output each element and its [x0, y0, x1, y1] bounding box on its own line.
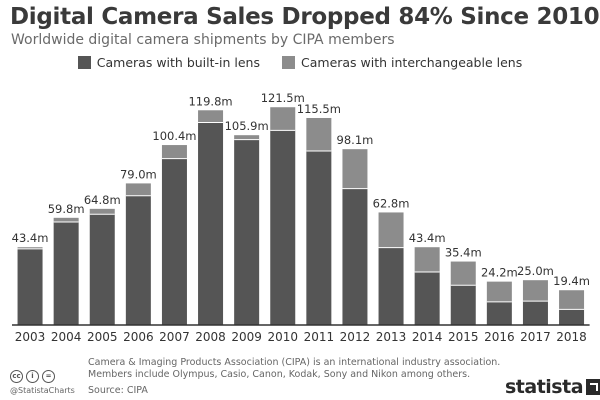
chart-subtitle: Worldwide digital camera shipments by CI…	[11, 32, 395, 48]
legend-item-interchangeable: Cameras with interchangeable lens	[282, 55, 522, 70]
bar-builtin-2008	[198, 122, 224, 325]
x-tick-label-2015: 2015	[448, 330, 479, 344]
legend-swatch-interchangeable	[282, 56, 295, 69]
bar-interchangeable-2015	[450, 261, 476, 286]
x-tick-label-2007: 2007	[159, 330, 190, 344]
bar-builtin-2003	[17, 248, 43, 325]
bar-builtin-2016	[486, 301, 512, 325]
data-label-2004: 59.8m	[48, 202, 85, 216]
bar-interchangeable-2011	[306, 117, 332, 151]
no-derivatives-icon: =	[42, 370, 55, 383]
bar-interchangeable-2006	[125, 183, 151, 196]
data-label-2009: 105.9m	[225, 119, 269, 133]
legend-label-interchangeable: Cameras with interchangeable lens	[301, 55, 523, 70]
data-label-2015: 35.4m	[445, 246, 482, 260]
x-tick-label-2011: 2011	[304, 330, 335, 344]
license-icons: cc i =	[10, 370, 55, 383]
bar-interchangeable-2004	[53, 217, 79, 222]
bar-interchangeable-2005	[89, 208, 115, 215]
bar-builtin-2004	[53, 221, 79, 325]
x-tick-label-2005: 2005	[87, 330, 118, 344]
legend-item-builtin: Cameras with built-in lens	[77, 55, 260, 70]
data-label-2010: 121.5m	[261, 91, 305, 105]
bar-interchangeable-2003	[17, 247, 43, 249]
data-label-2005: 64.8m	[84, 193, 121, 207]
data-label-2003: 43.4m	[12, 231, 49, 245]
data-label-2006: 79.0m	[120, 167, 157, 181]
x-tick-label-2018: 2018	[556, 330, 587, 344]
bar-builtin-2010	[270, 130, 296, 325]
bar-builtin-2005	[89, 214, 115, 325]
bar-builtin-2014	[414, 271, 440, 325]
bar-builtin-2006	[125, 195, 151, 325]
bar-builtin-2013	[378, 247, 404, 325]
brand-logo[interactable]: statista	[505, 376, 600, 398]
social-handle: @StatistaCharts	[10, 386, 75, 395]
bar-interchangeable-2018	[559, 290, 585, 310]
x-tick-label-2004: 2004	[51, 330, 82, 344]
cc-icon: cc	[10, 370, 23, 383]
bar-interchangeable-2008	[198, 110, 224, 123]
x-tick-label-2016: 2016	[484, 330, 515, 344]
bar-interchangeable-2013	[378, 212, 404, 248]
bar-builtin-2018	[559, 309, 585, 325]
bar-interchangeable-2009	[234, 135, 260, 140]
x-tick-label-2013: 2013	[376, 330, 407, 344]
x-tick-label-2006: 2006	[123, 330, 154, 344]
bar-builtin-2012	[342, 188, 368, 325]
data-label-2017: 25.0m	[517, 264, 554, 278]
bar-builtin-2007	[161, 158, 187, 325]
source-note: Source: CIPA	[88, 385, 148, 396]
legend: Cameras with built-in lens Cameras with …	[0, 55, 600, 70]
data-label-2018: 19.4m	[553, 274, 590, 288]
data-label-2007: 100.4m	[152, 129, 196, 143]
bar-interchangeable-2010	[270, 107, 296, 131]
legend-label-builtin: Cameras with built-in lens	[96, 55, 260, 70]
x-tick-label-2009: 2009	[231, 330, 262, 344]
attribution-icon: i	[26, 370, 39, 383]
x-tick-label-2014: 2014	[412, 330, 443, 344]
bar-interchangeable-2007	[161, 145, 187, 159]
bar-builtin-2015	[450, 285, 476, 325]
data-label-2013: 62.8m	[373, 196, 410, 210]
x-tick-label-2008: 2008	[195, 330, 226, 344]
x-tick-label-2003: 2003	[15, 330, 46, 344]
chart-title: Digital Camera Sales Dropped 84% Since 2…	[10, 4, 600, 30]
bar-interchangeable-2017	[522, 280, 548, 302]
bar-builtin-2011	[306, 150, 332, 325]
x-tick-label-2017: 2017	[520, 330, 551, 344]
bar-interchangeable-2012	[342, 149, 368, 189]
data-label-2012: 98.1m	[337, 133, 374, 147]
data-label-2011: 115.5m	[297, 102, 341, 116]
data-label-2014: 43.4m	[409, 231, 446, 245]
bar-interchangeable-2014	[414, 247, 440, 272]
x-tick-label-2012: 2012	[340, 330, 371, 344]
brand-name: statista	[505, 376, 584, 398]
legend-swatch-builtin	[77, 56, 91, 69]
statista-logo-icon	[586, 379, 600, 395]
data-label-2008: 119.8m	[188, 94, 232, 108]
bar-builtin-2009	[234, 139, 260, 325]
bar-interchangeable-2016	[486, 281, 512, 302]
footnote: Camera & Imaging Products Association (C…	[88, 357, 501, 380]
x-tick-label-2010: 2010	[267, 330, 298, 344]
data-label-2016: 24.2m	[481, 266, 518, 280]
bar-builtin-2017	[522, 301, 548, 325]
